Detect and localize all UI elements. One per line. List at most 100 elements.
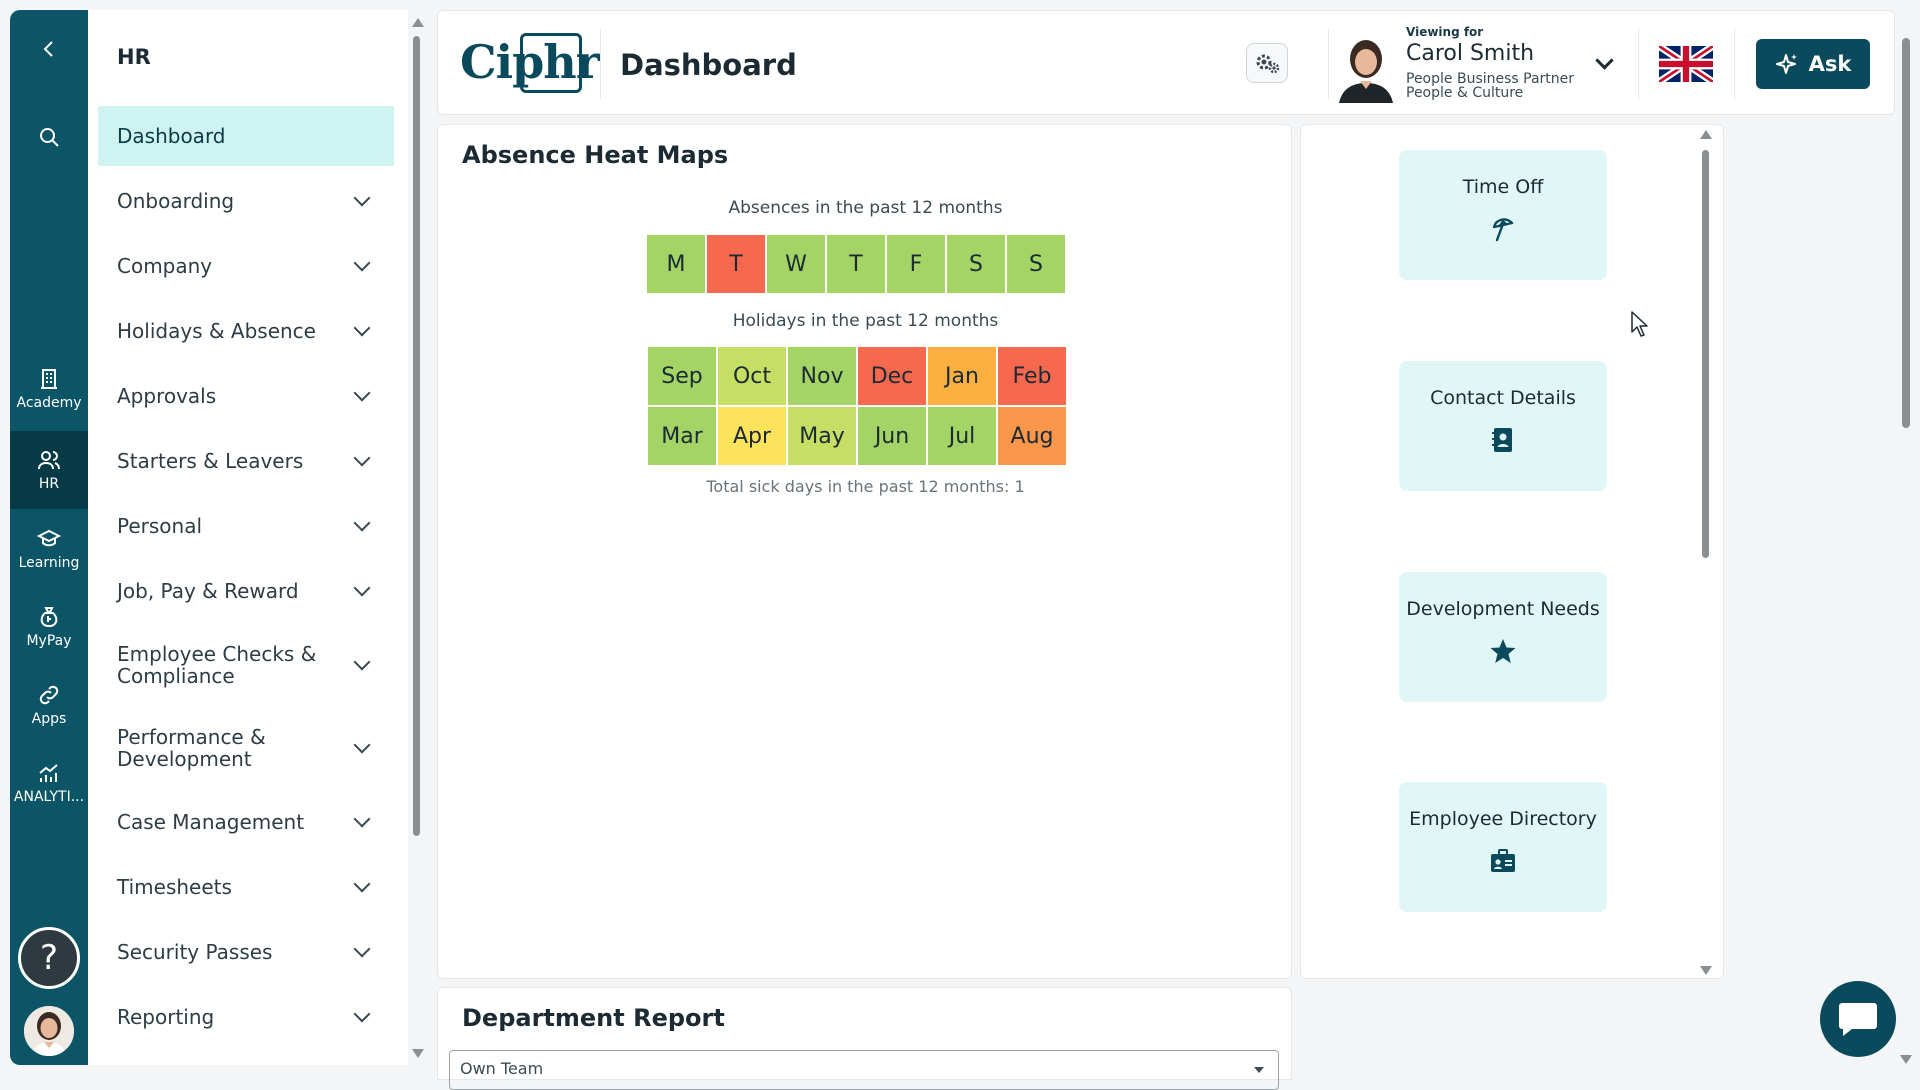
page-scrollbar[interactable]	[1900, 20, 1912, 1075]
divider	[1328, 29, 1329, 99]
nav-item-holidays-absence[interactable]: Holidays & Absence	[98, 301, 394, 361]
collapse-button[interactable]	[10, 24, 88, 74]
scroll-down-icon[interactable]	[1900, 1055, 1912, 1064]
chevron-down-icon	[353, 875, 371, 893]
chevron-down-icon	[353, 579, 371, 597]
nav-item-label: Onboarding	[117, 189, 235, 213]
quick-links-card: Time Off Contact Details Development Nee…	[1300, 124, 1724, 979]
tile-label: Time Off	[1462, 176, 1544, 198]
user-photo[interactable]	[1333, 33, 1399, 103]
month-cell: Aug	[998, 407, 1068, 467]
nav-item-personal[interactable]: Personal	[98, 496, 394, 556]
search-button[interactable]	[10, 112, 88, 162]
user-role: People Business Partner	[1406, 71, 1575, 87]
nav-item-timesheets[interactable]: Timesheets	[98, 857, 394, 917]
scroll-thumb[interactable]	[413, 36, 420, 836]
month-cell: May	[788, 407, 858, 467]
nav-item-company[interactable]: Company	[98, 236, 394, 296]
tile-time-off[interactable]: Time Off	[1399, 150, 1607, 280]
chevron-down-icon	[353, 514, 371, 532]
scroll-thumb[interactable]	[1702, 150, 1709, 558]
star-icon	[1488, 636, 1518, 666]
nav-title: HR	[117, 45, 151, 69]
rail-label: Academy	[16, 395, 82, 411]
chat-button[interactable]	[1820, 981, 1896, 1057]
rail-label: Learning	[18, 555, 80, 571]
chevron-down-icon	[353, 189, 371, 207]
nav-item-starters-leavers[interactable]: Starters & Leavers	[98, 431, 394, 491]
ask-button[interactable]: Ask	[1756, 39, 1870, 89]
chevron-down-icon[interactable]	[1595, 51, 1614, 70]
day-cell: F	[887, 235, 947, 295]
scroll-down-icon[interactable]	[1700, 966, 1712, 975]
contact-book-icon	[1488, 425, 1518, 455]
chevron-down-icon	[353, 810, 371, 828]
nav-item-approvals[interactable]: Approvals	[98, 366, 394, 426]
month-cell: Feb	[998, 347, 1068, 407]
nav-item-label: Job, Pay & Reward	[117, 579, 299, 603]
sparkle-icon	[1775, 54, 1797, 74]
chevron-down-icon	[353, 384, 371, 402]
scroll-down-icon[interactable]	[412, 1049, 424, 1058]
rail-item-mypay[interactable]: MyPay	[10, 591, 88, 663]
scroll-up-icon[interactable]	[1700, 130, 1712, 139]
uk-flag-icon	[1657, 43, 1715, 85]
nav-item-label: Performance & Development	[117, 725, 266, 771]
holidays-label: Holidays in the past 12 months	[732, 311, 999, 331]
quick-links-scrollbar[interactable]	[1700, 128, 1712, 978]
rail-item-learning[interactable]: Learning	[10, 513, 88, 585]
nav-item-case-management[interactable]: Case Management	[98, 792, 394, 852]
team-select[interactable]: Own Team	[449, 1050, 1279, 1090]
building-icon	[41, 369, 57, 389]
nav-item-onboarding[interactable]: Onboarding	[98, 171, 394, 231]
ask-label: Ask	[1808, 52, 1852, 76]
rail-item-academy[interactable]: Academy	[10, 353, 88, 425]
scroll-up-icon[interactable]	[412, 18, 424, 27]
nav-item-label: Security Passes	[117, 940, 273, 964]
hr-nav-sidebar: HR Dashboard Onboarding Company Holidays…	[88, 10, 408, 1065]
avatar[interactable]	[24, 1006, 74, 1056]
dashboard-settings-button[interactable]	[1246, 43, 1288, 83]
nav-item-security-passes[interactable]: Security Passes	[98, 922, 394, 982]
nav-item-performance-development[interactable]: Performance & Development	[98, 709, 394, 787]
language-flag-button[interactable]	[1657, 43, 1715, 85]
graduation-cap-icon	[37, 529, 61, 547]
rail-label: MyPay	[26, 633, 72, 649]
logo-box	[520, 33, 582, 93]
tile-employee-directory[interactable]: Employee Directory	[1399, 782, 1607, 912]
month-cell: Jan	[928, 347, 998, 407]
nav-scrollbar[interactable]	[412, 14, 424, 1064]
user-name[interactable]: Carol Smith	[1406, 41, 1535, 66]
chevron-down-icon	[353, 254, 371, 272]
rail-label: Apps	[31, 711, 67, 727]
tile-development-needs[interactable]: Development Needs	[1399, 572, 1607, 702]
nav-item-job-pay-reward[interactable]: Job, Pay & Reward	[98, 561, 394, 621]
nav-item-dashboard[interactable]: Dashboard	[98, 106, 394, 166]
day-cell: W	[767, 235, 827, 295]
user-department: People & Culture	[1406, 85, 1524, 101]
month-cell: Jun	[858, 407, 928, 467]
avatar-photo	[24, 1006, 74, 1056]
chevron-down-icon	[353, 1005, 371, 1023]
tile-label: Employee Directory	[1409, 808, 1597, 830]
scroll-thumb[interactable]	[1902, 38, 1910, 428]
id-badge-icon	[1488, 846, 1518, 876]
nav-item-reporting[interactable]: Reporting	[98, 987, 394, 1047]
nav-item-label: Company	[117, 254, 213, 278]
top-header: Ciphr Dashboard Viewing for Carol Smith	[437, 10, 1895, 115]
nav-item-employee-checks-compliance[interactable]: Employee Checks & Compliance	[98, 626, 394, 704]
logo-text: Ciphr	[460, 35, 600, 89]
rail-item-hr[interactable]: HR	[10, 431, 88, 509]
chevron-down-icon	[353, 736, 371, 754]
divider	[1638, 29, 1639, 99]
day-cell: S	[1007, 235, 1067, 295]
rail-item-analytics[interactable]: ANALYTI...	[10, 747, 88, 819]
rail-item-apps[interactable]: Apps	[10, 669, 88, 741]
ciphr-logo[interactable]: Ciphr	[460, 33, 600, 95]
help-button[interactable]: ?	[18, 927, 80, 989]
tile-contact-details[interactable]: Contact Details	[1399, 361, 1607, 491]
month-cell: Mar	[648, 407, 718, 467]
card-title: Absence Heat Maps	[462, 141, 729, 169]
search-icon	[40, 128, 59, 147]
